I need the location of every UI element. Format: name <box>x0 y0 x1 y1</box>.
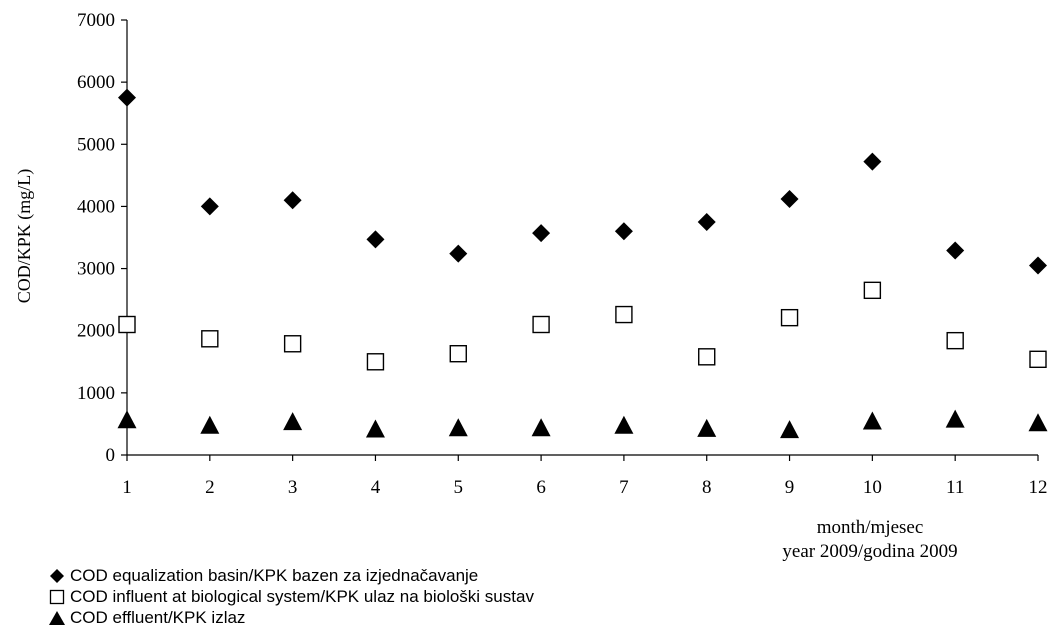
triangle-point <box>697 418 717 437</box>
x-tick-label: 11 <box>946 477 964 498</box>
triangle-point <box>117 410 137 429</box>
x-tick-label: 8 <box>702 477 712 498</box>
square-point <box>1029 350 1047 368</box>
series-diamond <box>118 88 1047 275</box>
x-ticks: 1 2 3 4 5 6 7 8 9 10 11 12 <box>122 455 1048 498</box>
legend-label: COD equalization basin/KPK bazen za izje… <box>70 566 479 585</box>
diamond-point <box>449 244 468 263</box>
square-point <box>532 315 550 334</box>
triangle-point <box>365 419 385 438</box>
triangle-point <box>1028 413 1048 432</box>
x-tick-label: 4 <box>371 477 381 498</box>
triangle-marker-icon <box>49 610 65 625</box>
y-tick-label: 6000 <box>77 72 115 93</box>
y-tick-label: 7000 <box>77 10 115 31</box>
series-square-open <box>118 281 1047 371</box>
diamond-point <box>946 241 965 260</box>
legend-item-influent: COD influent at biological system/KPK ul… <box>48 586 534 607</box>
triangle-point <box>780 420 800 439</box>
square-point <box>780 308 799 327</box>
legend-label: COD effluent/KPK izlaz <box>70 608 246 627</box>
series-triangle <box>117 409 1048 439</box>
axes <box>126 20 1038 456</box>
diamond-point <box>614 222 633 241</box>
triangle-point <box>614 415 634 434</box>
triangle-point <box>862 411 882 430</box>
legend-item-equalization: COD equalization basin/KPK bazen za izje… <box>48 565 534 586</box>
square-point <box>946 331 964 350</box>
y-tick-label: 2000 <box>77 321 115 342</box>
triangle-point <box>283 412 303 431</box>
square-point <box>449 345 467 363</box>
diamond-point <box>118 88 136 107</box>
x-axis-title-line1: month/mjesec <box>816 517 924 538</box>
triangle-point <box>945 409 965 428</box>
legend: COD equalization basin/KPK bazen za izje… <box>48 565 534 628</box>
x-axis-title: month/mjesec year 2009/godina 2009 <box>710 516 1030 564</box>
x-tick-label: 12 <box>1029 477 1048 498</box>
square-point <box>366 353 385 371</box>
x-tick-label: 5 <box>454 477 464 498</box>
x-tick-label: 2 <box>205 477 215 498</box>
y-tick-label: 5000 <box>77 134 115 155</box>
square-point <box>698 348 716 366</box>
data-points <box>117 88 1048 439</box>
y-ticks: 0 1000 2000 3000 4000 5000 6000 7000 <box>77 10 127 466</box>
square-point <box>201 330 219 348</box>
diamond-marker-icon <box>50 568 64 583</box>
y-tick-label: 0 <box>106 445 116 466</box>
diamond-point <box>697 212 716 231</box>
x-tick-label: 7 <box>619 477 629 498</box>
diamond-point <box>532 224 551 243</box>
x-tick-label: 1 <box>122 477 132 498</box>
diamond-point <box>1029 256 1047 275</box>
diamond-point <box>366 230 385 249</box>
triangle-point <box>200 415 220 434</box>
diamond-point <box>780 189 799 208</box>
x-axis-title-line2: year 2009/godina 2009 <box>782 541 958 562</box>
x-tick-label: 10 <box>863 477 882 498</box>
y-axis-title: COD/KPK (mg/L) <box>14 169 35 304</box>
square-point <box>615 305 633 324</box>
y-tick-label: 3000 <box>77 259 115 280</box>
y-tick-label: 1000 <box>77 383 115 404</box>
legend-label: COD influent at biological system/KPK ul… <box>70 587 534 606</box>
diamond-point <box>283 191 302 210</box>
square-point <box>118 315 136 334</box>
diamond-point <box>200 197 219 216</box>
square-point <box>283 335 302 353</box>
square-point <box>863 281 882 300</box>
triangle-point <box>531 418 551 437</box>
x-tick-label: 3 <box>288 477 298 498</box>
x-tick-label: 9 <box>785 477 795 498</box>
open-square-marker-icon <box>49 589 65 604</box>
triangle-point <box>448 418 468 437</box>
legend-item-effluent: COD effluent/KPK izlaz <box>48 607 534 628</box>
y-tick-label: 4000 <box>77 196 115 217</box>
diamond-point <box>863 152 882 171</box>
x-tick-label: 6 <box>536 477 546 498</box>
